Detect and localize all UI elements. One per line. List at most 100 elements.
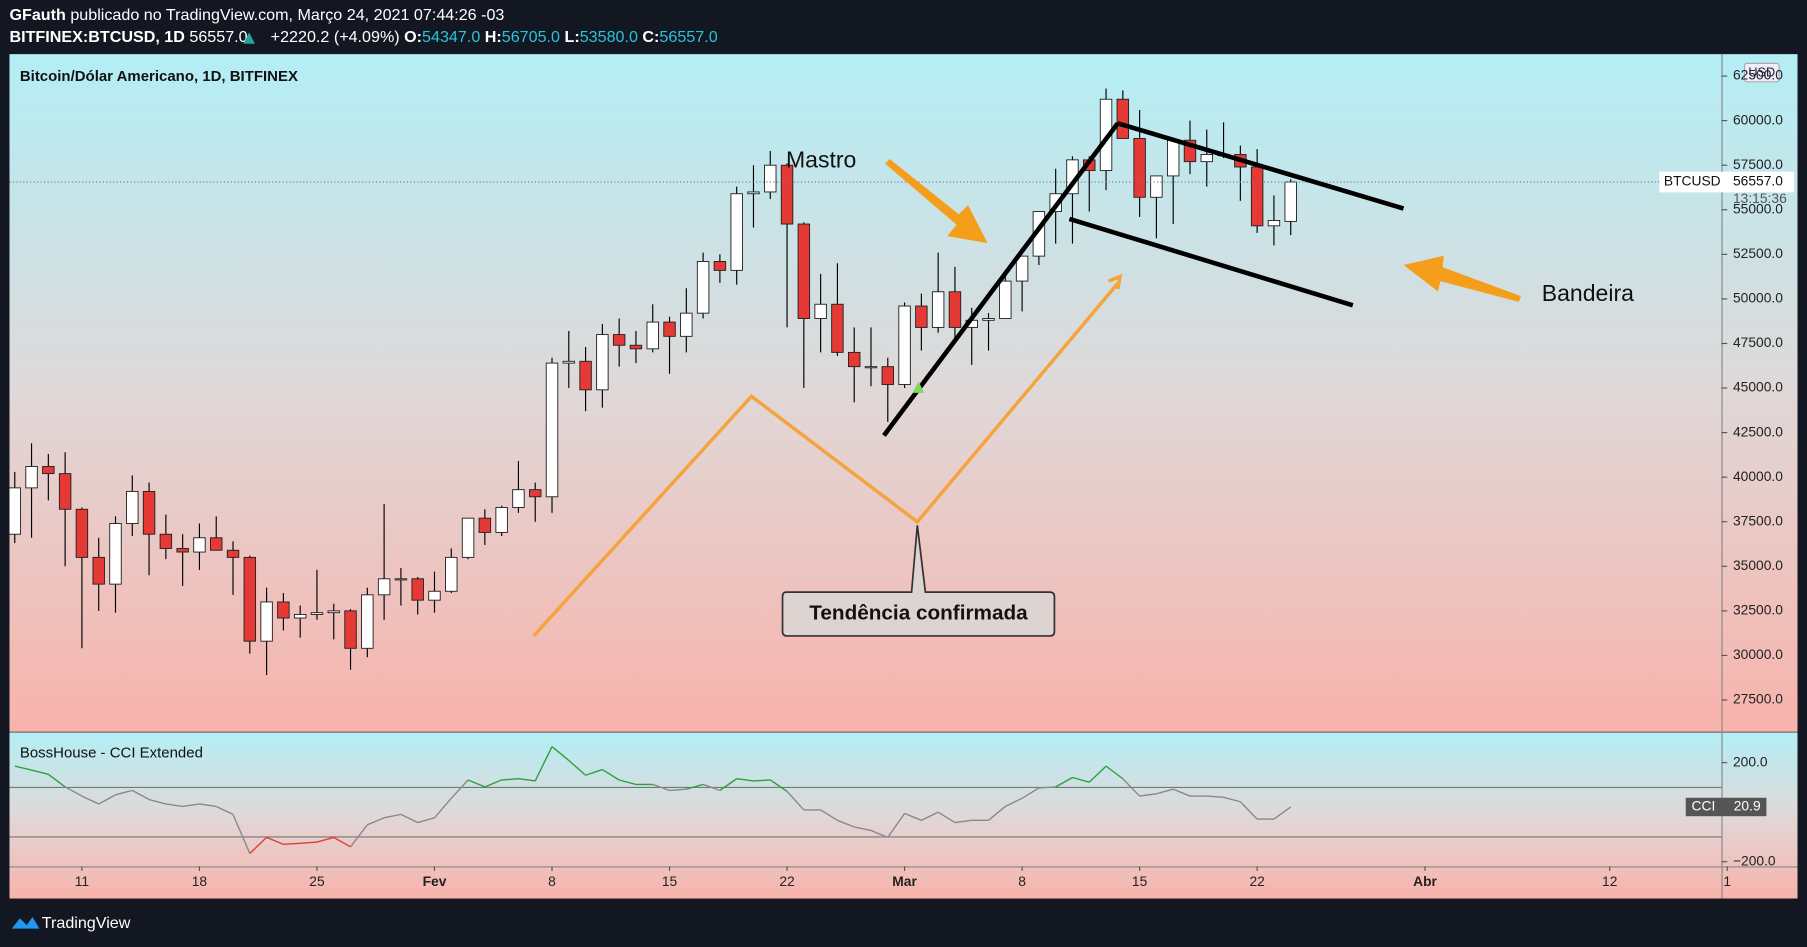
- l-label: L:: [564, 28, 579, 46]
- h: 56705.0: [502, 28, 560, 46]
- candle-body: [25, 466, 38, 489]
- candle-body: [1267, 220, 1281, 227]
- candle-body: [495, 507, 508, 533]
- cci-segment: [904, 812, 922, 821]
- cci-segment: [165, 803, 183, 808]
- cci-segment: [467, 779, 486, 788]
- last: 56557.0: [189, 28, 247, 46]
- candle-body: [797, 223, 811, 319]
- candle-body: [814, 303, 827, 319]
- cci-segment: [1072, 776, 1090, 783]
- cci-segment: [518, 778, 536, 782]
- header-line-1: GFauth publicado no TradingView.com, Mar…: [9, 6, 504, 24]
- footer-bar: [0, 898, 1807, 947]
- cci-segment: [14, 765, 32, 771]
- flag-top: [1117, 121, 1405, 211]
- cci-segment: [300, 841, 318, 845]
- cci-segment: [1172, 788, 1191, 797]
- candle-body: [545, 362, 559, 498]
- candles: [9, 88, 1722, 676]
- candle-body: [948, 291, 962, 328]
- candle-body: [596, 334, 609, 391]
- cci-segment: [316, 836, 334, 843]
- candle-body: [864, 366, 878, 369]
- candle-body: [764, 164, 777, 193]
- cci-segment: [1005, 797, 1023, 808]
- cci-segment: [719, 778, 738, 791]
- brand: TradingView: [42, 914, 131, 932]
- y-tick-label: 57500.0: [1733, 156, 1783, 172]
- candle-body: [411, 578, 424, 601]
- cci-segment: [400, 813, 418, 824]
- cci-segment: [283, 842, 301, 846]
- cci-segment: [870, 829, 889, 839]
- cci-segment: [921, 811, 939, 821]
- cci-segment: [702, 783, 721, 792]
- y-tick-label: 50000.0: [1733, 290, 1783, 306]
- cci-segment: [1156, 788, 1174, 795]
- price-tag-value: 56557.0: [1733, 173, 1783, 189]
- cci-segment: [1239, 801, 1258, 820]
- flagpole: [882, 121, 1120, 437]
- candle-body: [1116, 98, 1130, 139]
- y-tick-label: 27500.0: [1733, 691, 1783, 707]
- cci-title: BossHouse - CCI Extended: [20, 744, 203, 761]
- y-tick-label: 62500.0: [1733, 67, 1783, 83]
- x-tick-label: Abr: [1413, 873, 1437, 889]
- up-arrow: [243, 32, 255, 44]
- cci-segment: [736, 778, 754, 782]
- o: 54347.0: [422, 28, 480, 46]
- cci-segment: [199, 803, 217, 808]
- candle-body: [1133, 138, 1146, 198]
- candle-body: [92, 556, 105, 585]
- candle-body: [327, 610, 340, 614]
- candle-body: [260, 601, 273, 642]
- candle-body: [445, 556, 458, 592]
- callout-text: Tendência confirmada: [809, 602, 1028, 625]
- cci-segment: [148, 798, 167, 805]
- cci-segment: [501, 778, 519, 781]
- candle-body: [1200, 154, 1213, 163]
- mastro-label: Mastro: [786, 146, 856, 172]
- cci-lines: [9, 746, 1722, 854]
- y-tick-label: 52500.0: [1733, 245, 1783, 261]
- cci-segment: [215, 805, 234, 816]
- x-tick-label: 15: [662, 873, 678, 889]
- candle-body: [109, 523, 122, 585]
- candle-body: [9, 487, 21, 535]
- cci-segment: [786, 790, 805, 811]
- brand-logo: [11, 917, 40, 929]
- flag-bottom: [1068, 216, 1354, 308]
- y-tick-label: 30000.0: [1733, 646, 1783, 662]
- y-tick-label: 32500.0: [1733, 602, 1783, 618]
- candle-body: [344, 610, 357, 649]
- x-tick-label: 12: [1602, 873, 1617, 889]
- cci-segment: [1055, 776, 1073, 788]
- cci-segment: [887, 812, 906, 838]
- published: publicado no TradingView.com, Março 24, …: [70, 6, 504, 24]
- candle-body: [210, 537, 223, 551]
- cci-segment: [31, 769, 49, 775]
- candle-body: [394, 578, 408, 581]
- x-tick-label: 22: [779, 873, 794, 889]
- candle-body: [478, 517, 492, 533]
- cci-tag-name: CCI: [1692, 798, 1716, 814]
- candle-body: [377, 578, 391, 596]
- cci-segment: [349, 824, 368, 848]
- x-tick-label: 18: [192, 873, 208, 889]
- y-tick-label: 40000.0: [1733, 468, 1783, 484]
- x-tick-label: 1: [1723, 873, 1731, 889]
- symbol: BITFINEX:BTCUSD, 1D: [9, 28, 184, 46]
- cci-segment: [652, 783, 670, 792]
- change: +2220.2 (+4.09%): [271, 28, 400, 46]
- candle-body: [126, 490, 139, 524]
- cci-segment: [602, 769, 620, 781]
- candle-body: [730, 193, 743, 271]
- cci-segment: [585, 768, 603, 776]
- candle-body: [1250, 166, 1264, 227]
- header-line-2: BITFINEX:BTCUSD, 1D 56557.0 +2220.2 (+4.0…: [9, 28, 717, 46]
- cci-segment: [1038, 786, 1056, 789]
- cci-segment: [367, 817, 385, 826]
- cci-segment: [837, 819, 855, 828]
- cci-segment: [568, 759, 587, 776]
